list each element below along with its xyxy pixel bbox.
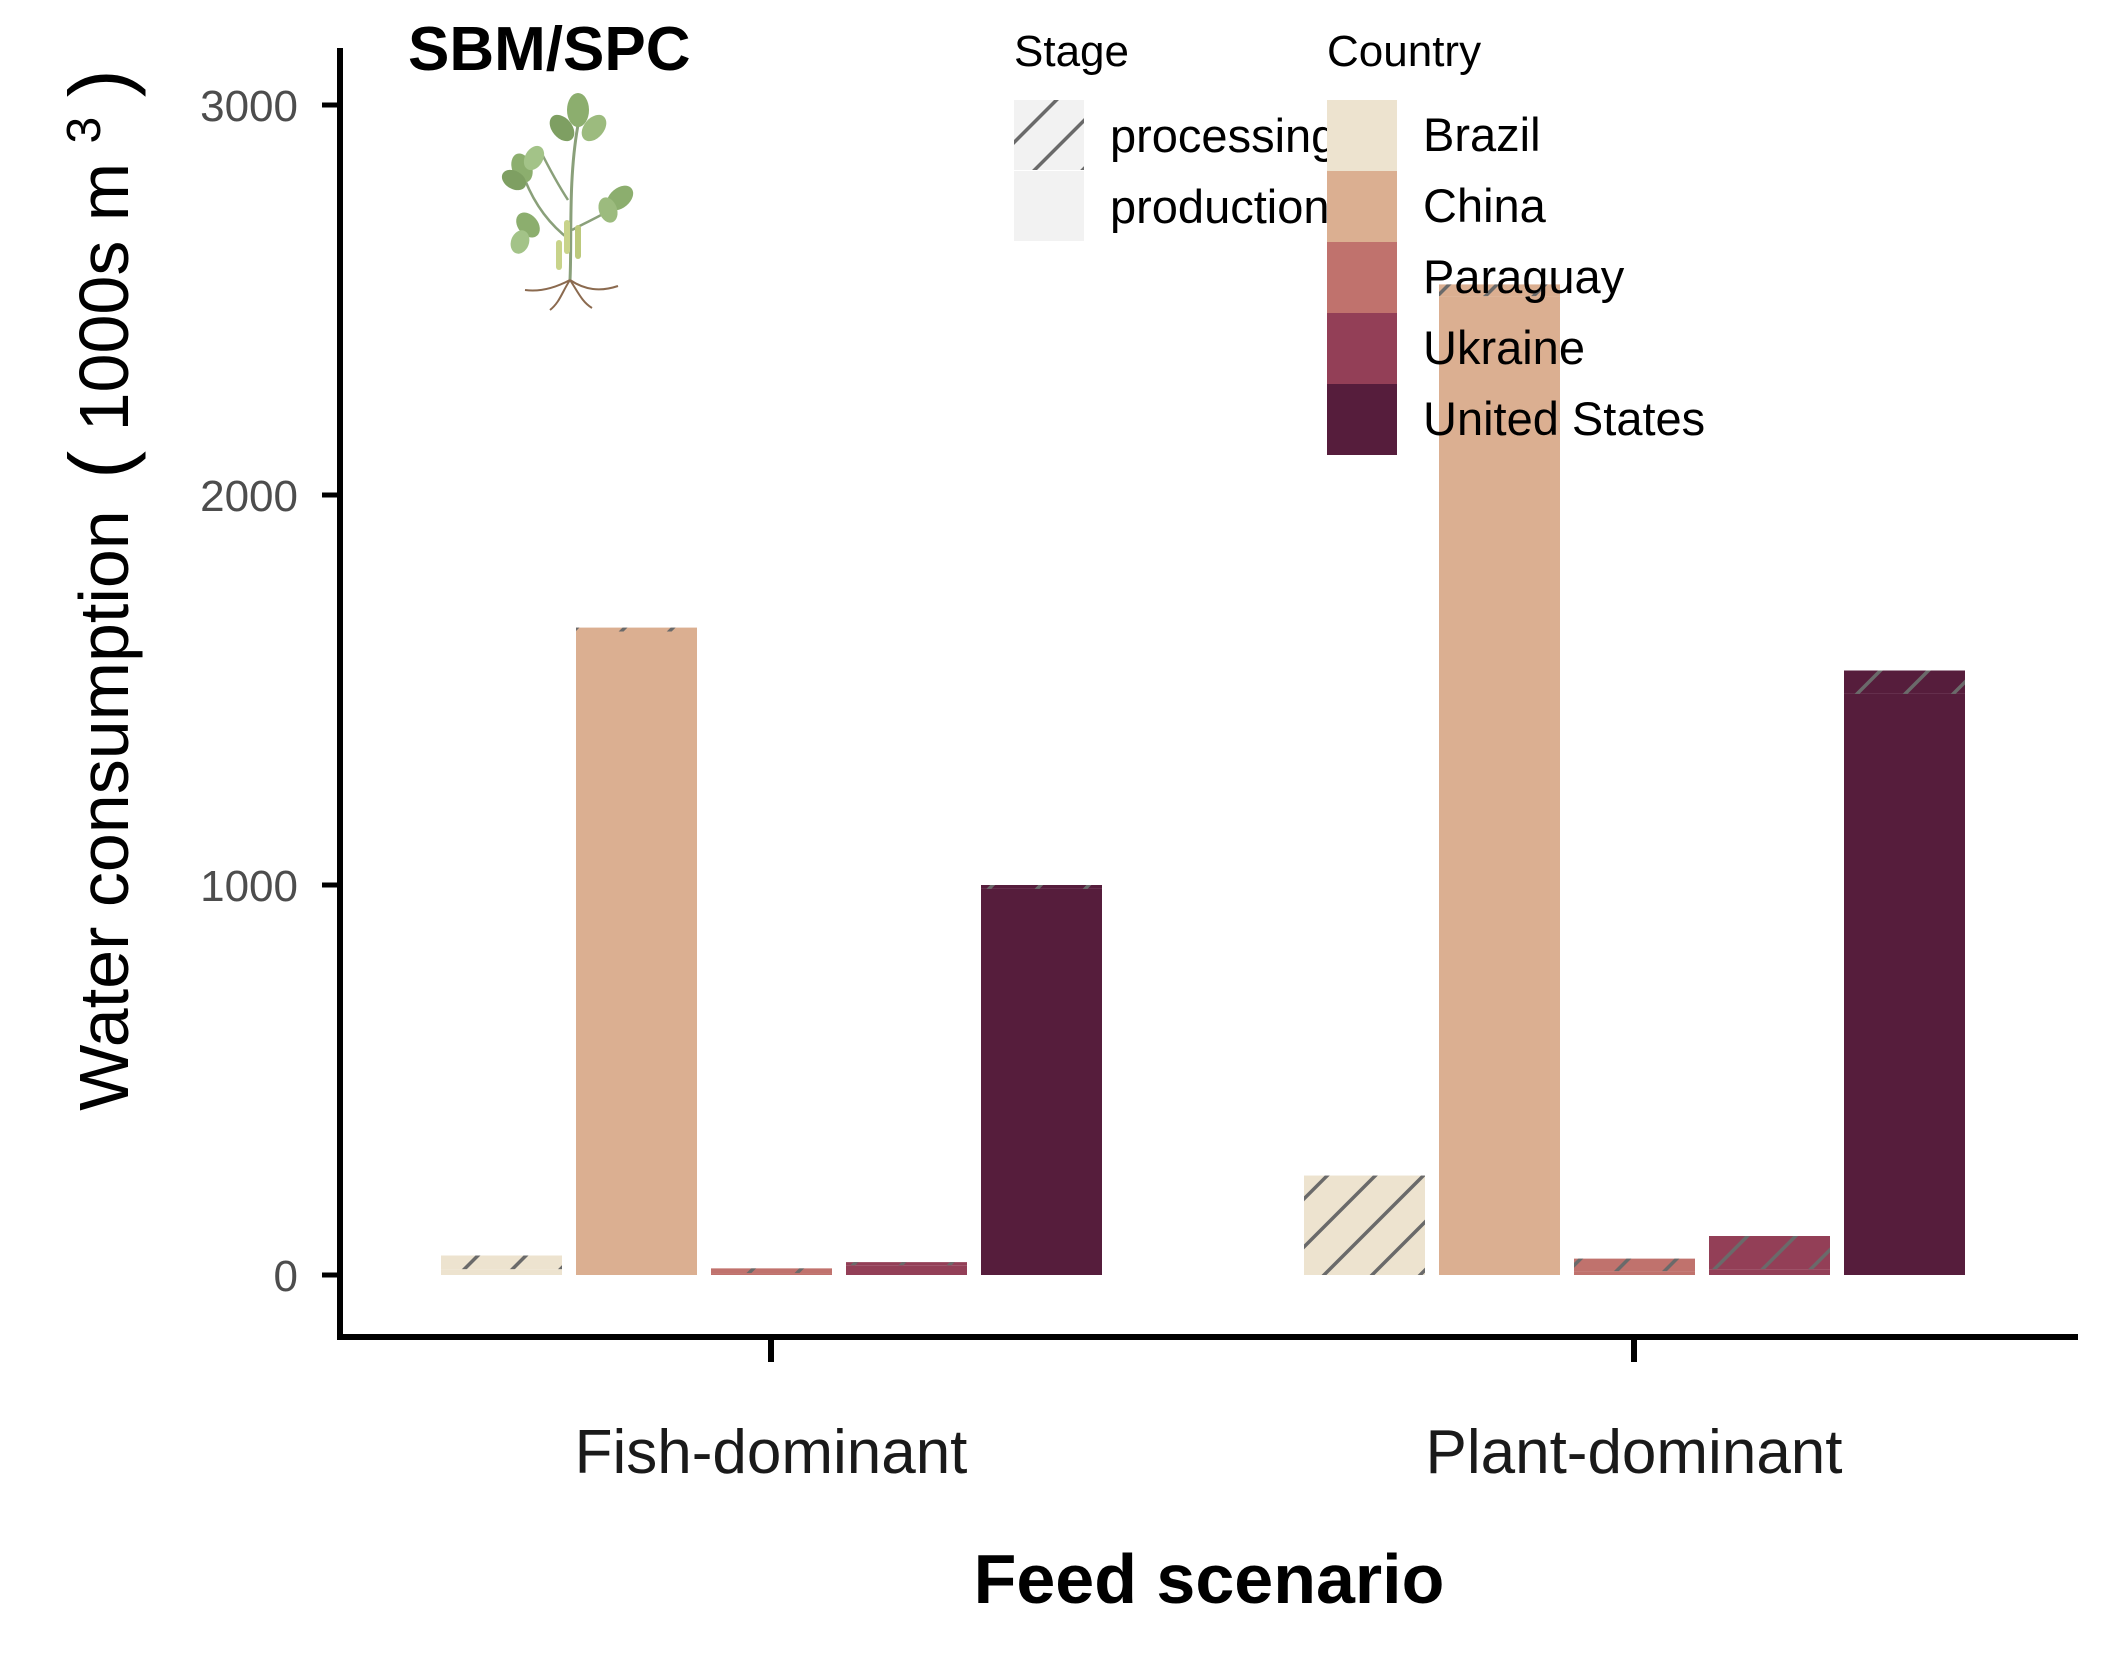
bar-segment-production [576, 631, 697, 1275]
x-axis-title: Feed scenario [974, 1540, 1445, 1618]
bar-segment-production [981, 888, 1102, 1275]
bar-china-plant-dominant [1439, 284, 1560, 1276]
bar-brazil-fish-dominant [441, 1255, 562, 1275]
bar-segment-processing-hatch [1709, 1236, 1830, 1270]
stage-legend-key-production [1014, 171, 1084, 241]
country-legend-key [1327, 100, 1397, 171]
y-ticks: 0 1000 2000 3000 [200, 82, 340, 1301]
x-tick-label: Fish-dominant [575, 1418, 968, 1487]
country-legend-title: Country [1327, 27, 1481, 76]
country-legend: Country Brazil China Paraguay Ukraine United… [1327, 27, 1705, 455]
bar-segment-processing-hatch [981, 885, 1102, 889]
bar-segment-production [1844, 693, 1965, 1275]
stage-legend-title: Stage [1014, 27, 1129, 76]
y-tick-label: 3000 [200, 82, 298, 131]
country-legend-label: China [1423, 179, 1547, 232]
country-legend-label: Brazil [1423, 108, 1541, 161]
bar-ukraine-plant-dominant [1709, 1236, 1830, 1275]
bar-segment-production [711, 1273, 832, 1275]
bar-brazil-plant-dominant [1304, 1175, 1425, 1275]
country-legend-label: United States [1423, 392, 1705, 445]
soybean-plant-icon [501, 93, 634, 311]
stage-legend-item-production: production [1014, 171, 1330, 241]
country-legend-item: Paraguay [1327, 242, 1625, 313]
bar-paraguay-plant-dominant [1574, 1258, 1695, 1275]
bar-segment-processing-hatch [441, 1255, 562, 1270]
bar-paraguay-fish-dominant [711, 1268, 832, 1275]
bar-segment-processing-hatch [576, 627, 697, 632]
bar-segment-production [1709, 1269, 1830, 1275]
stage-legend-label-processing: processing [1110, 109, 1337, 162]
y-tick-label: 0 [274, 1252, 298, 1301]
country-legend-item: Brazil [1327, 100, 1541, 171]
bar-segment-production [441, 1269, 562, 1275]
bar-segment-production [1574, 1271, 1695, 1275]
y-tick-label: 1000 [200, 862, 298, 911]
panel-title: SBM/SPC [408, 15, 690, 84]
y-axis-title-paren-close: ) [52, 69, 146, 97]
x-ticks: Fish-dominant Plant-dominant [575, 1337, 1843, 1487]
bar-segment-processing-hatch [1844, 670, 1965, 694]
stage-legend-label-production: production [1110, 180, 1330, 233]
bar-segment-processing-hatch [1304, 1175, 1425, 1275]
bar-china-fish-dominant [576, 627, 697, 1275]
country-legend-item: United States [1327, 384, 1705, 455]
country-legend-key [1327, 313, 1397, 384]
bar-segment-production [1439, 296, 1560, 1276]
country-legend-label: Paraguay [1423, 250, 1625, 303]
country-legend-key [1327, 384, 1397, 455]
y-axis-title-unit: 1000s m [65, 163, 143, 431]
country-legend-key [1327, 171, 1397, 242]
svg-text:Water consumption (: Water consumption ( 1000s m 3 ) [37, 69, 146, 1110]
country-legend-label: Ukraine [1423, 321, 1585, 374]
bar-segment-processing-hatch [711, 1268, 832, 1274]
bar-united-states-fish-dominant [981, 885, 1102, 1275]
country-legend-item: Ukraine [1327, 313, 1585, 384]
bar-united-states-plant-dominant [1844, 670, 1965, 1275]
stage-legend: Stage processing production [1014, 27, 1337, 241]
bar-segment-processing-hatch [1439, 284, 1560, 297]
stage-legend-item-processing: processing [1014, 100, 1337, 170]
y-axis-title-unit-sup: 3 [58, 117, 111, 144]
bar-ukraine-fish-dominant [846, 1262, 967, 1275]
y-tick-label: 2000 [200, 472, 298, 521]
y-axis-title: Water consumption ( 1000s m 3 ) [37, 69, 146, 1110]
country-legend-item: China [1327, 171, 1547, 242]
country-legend-key [1327, 242, 1397, 313]
x-tick-label: Plant-dominant [1425, 1418, 1842, 1487]
y-axis-title-main: Water consumption [65, 510, 143, 1110]
bar-segment-production [846, 1265, 967, 1275]
bar-segment-processing-hatch [1574, 1258, 1695, 1272]
bar-segment-processing-hatch [846, 1262, 967, 1266]
y-axis-title-paren-open: ( [52, 451, 146, 479]
bars-layer [441, 284, 1965, 1276]
